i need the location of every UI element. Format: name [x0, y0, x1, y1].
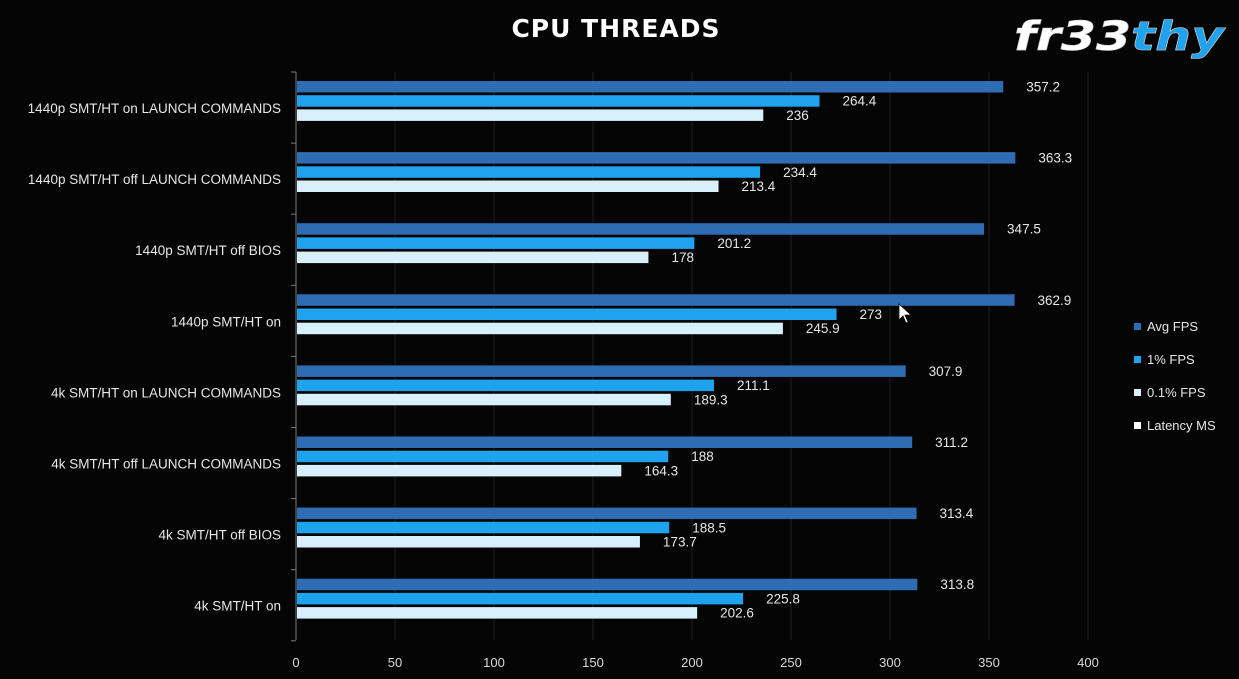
data-label: 189.3 — [694, 392, 728, 407]
data-label: 357.2 — [1026, 80, 1060, 95]
bar — [297, 507, 917, 520]
brand-logo: fr33thy — [1014, 14, 1227, 60]
legend-label: 0.1% FPS — [1147, 385, 1206, 400]
bar — [297, 592, 744, 605]
y-category-label: 4k SMT/HT off LAUNCH COMMANDS — [51, 457, 281, 472]
y-category-label: 1440p SMT/HT on — [171, 314, 281, 329]
x-tick-label: 350 — [978, 655, 1000, 670]
data-label: 213.4 — [742, 179, 776, 194]
data-label: 347.5 — [1007, 222, 1041, 237]
bar — [297, 180, 719, 192]
legend-swatch — [1134, 389, 1141, 396]
data-label: 313.8 — [940, 577, 974, 592]
y-category-label: 1440p SMT/HT off BIOS — [135, 243, 281, 258]
bar — [297, 607, 698, 619]
data-label: 264.4 — [843, 94, 877, 109]
bar — [297, 365, 906, 377]
data-label: 273 — [860, 307, 883, 322]
data-label: 313.4 — [940, 506, 974, 521]
y-category-label: 4k SMT/HT off BIOS — [158, 528, 281, 543]
bar — [297, 95, 820, 107]
bar — [297, 294, 1015, 306]
data-label: 188.5 — [692, 520, 726, 535]
data-label: 311.2 — [935, 435, 968, 450]
data-label: 202.6 — [720, 606, 754, 621]
legend-swatch — [1134, 356, 1141, 363]
bar — [297, 81, 1004, 93]
data-label: 164.3 — [644, 463, 678, 478]
bar — [297, 393, 671, 406]
legend-swatch — [1134, 323, 1141, 330]
bar — [297, 109, 764, 121]
legend-item: Latency MS — [1134, 409, 1216, 442]
chart-title: CPU THREADS — [511, 14, 721, 43]
bar — [297, 237, 695, 249]
x-tick-label: 100 — [483, 655, 505, 670]
x-tick-label: 300 — [879, 655, 901, 670]
logo-text: fr33thy — [1014, 14, 1226, 60]
bar — [297, 578, 918, 591]
data-label: 188 — [691, 449, 714, 464]
bar — [297, 251, 649, 264]
y-category-label: 4k SMT/HT on LAUNCH COMMANDS — [51, 385, 281, 400]
legend-label: Latency MS — [1147, 418, 1216, 433]
data-label: 245.9 — [806, 321, 840, 336]
bar — [297, 379, 714, 392]
bar — [297, 223, 985, 235]
bar — [297, 322, 783, 335]
legend-item: Avg FPS — [1134, 310, 1216, 343]
x-tick-label: 0 — [292, 655, 299, 670]
data-label: 178 — [671, 250, 694, 265]
data-label: 363.3 — [1038, 151, 1072, 166]
bar — [297, 464, 622, 477]
legend-label: Avg FPS — [1147, 319, 1199, 334]
legend-item: 1% FPS — [1134, 343, 1216, 376]
legend-swatch — [1134, 422, 1141, 429]
x-tick-label: 50 — [388, 655, 402, 670]
bar — [297, 450, 669, 463]
bar — [297, 308, 837, 320]
chart-legend: Avg FPS 1% FPS 0.1% FPS Latency MS — [1134, 310, 1216, 442]
data-label: 225.8 — [766, 591, 800, 606]
bar — [297, 536, 640, 548]
x-tick-label: 400 — [1077, 655, 1099, 670]
bar — [297, 436, 913, 448]
y-category-label: 1440p SMT/HT off LAUNCH COMMANDS — [28, 172, 281, 187]
x-tick-label: 150 — [582, 655, 604, 670]
legend-label: 1% FPS — [1147, 352, 1195, 367]
data-label: 307.9 — [929, 364, 963, 379]
mouse-cursor-icon — [898, 303, 913, 324]
bar — [297, 152, 1016, 164]
data-label: 211.1 — [737, 378, 770, 393]
data-label: 362.9 — [1038, 293, 1072, 308]
legend-item: 0.1% FPS — [1134, 376, 1216, 409]
y-category-label: 1440p SMT/HT on LAUNCH COMMANDS — [28, 101, 281, 116]
data-label: 236 — [786, 108, 809, 123]
data-label: 173.7 — [663, 535, 697, 550]
data-label: 234.4 — [783, 165, 817, 180]
data-label: 201.2 — [717, 236, 751, 251]
x-tick-label: 250 — [780, 655, 802, 670]
y-category-label: 4k SMT/HT on — [194, 599, 281, 614]
x-tick-label: 200 — [681, 655, 703, 670]
bar — [297, 521, 670, 534]
bar — [297, 166, 761, 178]
